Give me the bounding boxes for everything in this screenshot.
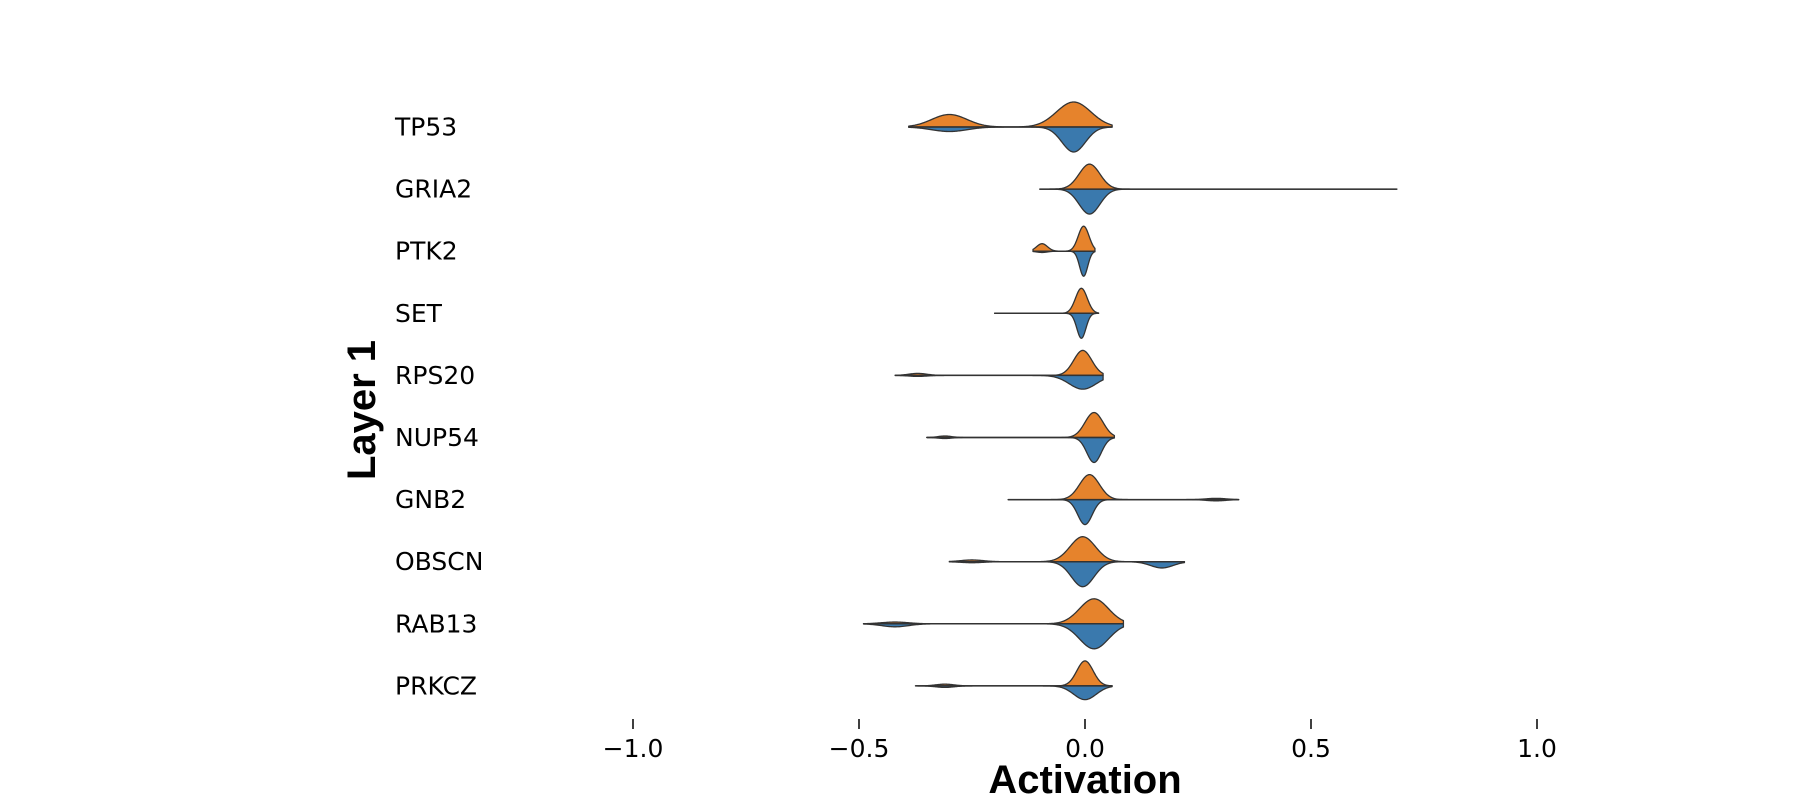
violin-lower-half [993,312,1100,339]
category-label: RPS20 [395,361,475,390]
violin-upper-half [1039,163,1398,190]
x-tick-label: −1.0 [603,734,664,763]
category-label: PRKCZ [395,671,477,700]
violin-upper-half [993,287,1100,314]
violin-upper-half [1032,225,1096,252]
violin-lower-half [1032,250,1096,277]
x-tick-label: 0.0 [1065,734,1105,763]
violin-nup54 [926,411,1116,464]
category-label: RAB13 [395,609,477,638]
violin-ptk2 [1032,225,1096,277]
violin-upper-half [1007,473,1240,501]
violin-lower-half [914,685,1113,701]
violin-gria2 [1039,163,1398,215]
category-label: TP53 [394,113,457,142]
x-axis-title: Activation [988,758,1181,800]
x-tick-label: 0.5 [1291,734,1331,763]
violin-upper-half [914,660,1113,687]
violin-gnb2 [1007,473,1240,526]
category-label: OBSCN [395,547,483,576]
category-label: NUP54 [395,423,479,452]
violin-lower-half [894,374,1104,390]
x-tick-label: −0.5 [829,734,890,763]
category-label: SET [395,299,443,328]
violin-layer [862,101,1398,701]
violin-upper-half [894,349,1104,377]
violin-lower-half [1007,498,1240,526]
category-label: PTK2 [395,237,458,266]
violin-upper-half [926,411,1116,439]
violin-tp53 [908,101,1113,153]
violin-lower-half [948,561,1186,588]
violin-set [993,287,1100,339]
y-axis-title: Layer 1 [340,340,384,480]
violin-rab13 [862,598,1125,650]
violin-upper-half [948,536,1186,563]
violin-lower-half [926,436,1116,464]
violin-prkcz [914,660,1113,701]
category-label: GRIA2 [395,175,472,204]
violin-upper-half [862,598,1125,625]
category-labels: TP53 GRIA2 PTK2 SET RPS20 NUP54 GNB2 OBSCN RAB13… [394,113,483,701]
x-tick-label: 1.0 [1517,734,1557,763]
x-axis: −1.0 −0.5 0.0 0.5 1.0 [603,719,1557,763]
violin-lower-half [1039,188,1398,215]
category-label: GNB2 [395,485,466,514]
violin-rps20 [894,349,1104,390]
violin-lower-half [908,126,1113,153]
violin-upper-half [908,101,1113,128]
violin-obscn [948,536,1186,588]
violin-lower-half [862,623,1125,650]
